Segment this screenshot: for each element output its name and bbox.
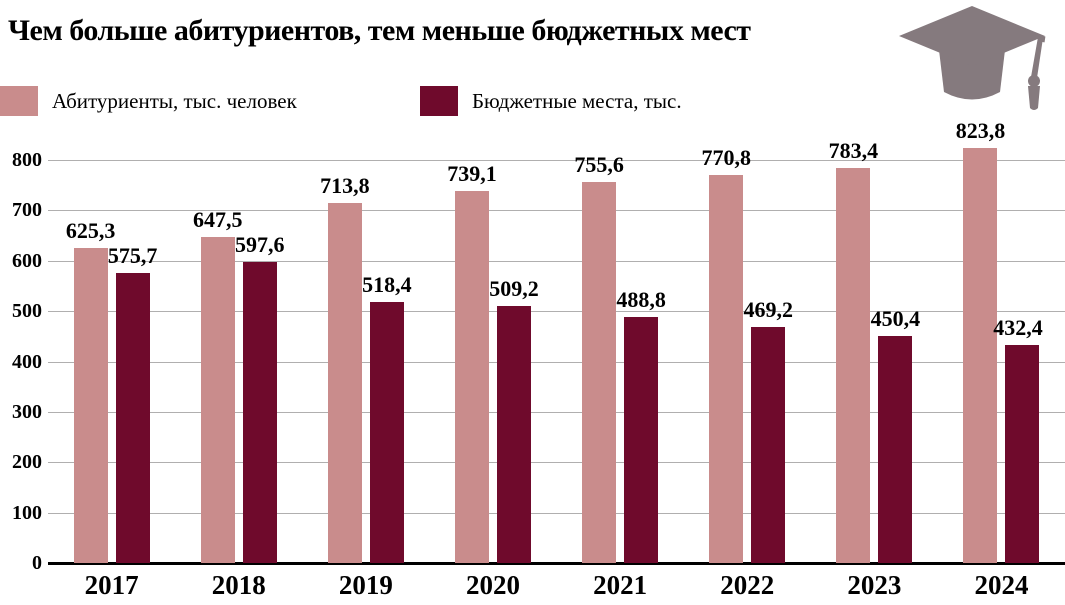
x-axis-line [48, 562, 1065, 565]
value-label: 450,4 [870, 306, 921, 332]
value-label: 783,4 [828, 138, 879, 164]
bar-budget [242, 261, 277, 563]
bar-applicants [327, 203, 362, 563]
y-tick-label: 600 [12, 249, 42, 272]
gridline [48, 210, 1065, 212]
gridline [48, 462, 1065, 464]
value-label: 823,8 [955, 118, 1006, 143]
bar-applicants [963, 148, 998, 563]
bar-budget [496, 306, 531, 563]
value-label: 625,3 [65, 218, 116, 243]
x-axis-label: 2017 [84, 570, 139, 600]
y-tick-label: 200 [12, 451, 42, 474]
bar-applicants [836, 168, 871, 563]
bar-budget [878, 336, 913, 563]
value-label: 597,6 [234, 231, 285, 257]
x-axis-label: 2019 [338, 570, 393, 600]
bar-budget [369, 301, 404, 563]
value-label: 713,8 [320, 173, 370, 199]
y-tick-label: 500 [12, 300, 42, 323]
gridline [48, 160, 1065, 161]
y-tick-label: 100 [12, 501, 42, 524]
legend-swatch-budget [420, 86, 458, 116]
gridline [48, 411, 1065, 413]
x-axis-label: 2024 [974, 570, 1029, 600]
gridline [48, 311, 1065, 313]
legend-label-budget: Бюджетные места, тыс. [472, 88, 682, 113]
gridline [48, 361, 1065, 363]
y-tick-label: 300 [12, 400, 42, 423]
graduation-cap-icon [899, 6, 1046, 110]
bar-applicants [73, 248, 108, 563]
y-tick-label: 400 [12, 350, 42, 373]
value-label: 575,7 [107, 242, 158, 268]
gridline [48, 260, 1065, 262]
value-label: 518,4 [362, 271, 412, 297]
x-axis-label: 2018 [211, 570, 266, 600]
y-tick-label: 800 [12, 149, 42, 171]
bar-applicants [454, 190, 489, 563]
bar-applicants [200, 236, 235, 563]
x-axis-label: 2021 [593, 570, 648, 600]
gridline [48, 512, 1065, 514]
value-label: 739,1 [447, 160, 497, 186]
y-tick-label: 0 [32, 552, 42, 574]
x-axis-label: 2023 [847, 570, 902, 600]
bar-budget [115, 272, 150, 563]
value-label: 755,6 [574, 152, 624, 178]
bar-applicants [709, 174, 744, 563]
value-label: 647,5 [192, 206, 243, 232]
bar-budget [1005, 345, 1040, 563]
x-axis-label: 2020 [465, 570, 520, 600]
legend-item-applicants: Абитуриенты, тыс. человек [0, 85, 297, 117]
y-tick-label: 700 [12, 199, 42, 222]
bar-budget [751, 326, 786, 563]
bar-budget [624, 316, 659, 563]
legend-item-budget: Бюджетные места, тыс. [420, 85, 682, 117]
value-label: 509,2 [489, 276, 539, 302]
x-axis-label: 2022 [720, 570, 775, 600]
legend-swatch-applicants [0, 86, 38, 116]
legend-label-applicants: Абитуриенты, тыс. человек [52, 88, 297, 113]
bar-applicants [582, 182, 617, 563]
value-label: 469,2 [743, 296, 793, 322]
page-title: Чем больше абитуриентов, тем меньше бюдж… [8, 14, 751, 47]
value-label: 488,8 [616, 286, 666, 312]
value-label: 432,4 [993, 315, 1043, 341]
value-label: 770,8 [701, 144, 751, 170]
